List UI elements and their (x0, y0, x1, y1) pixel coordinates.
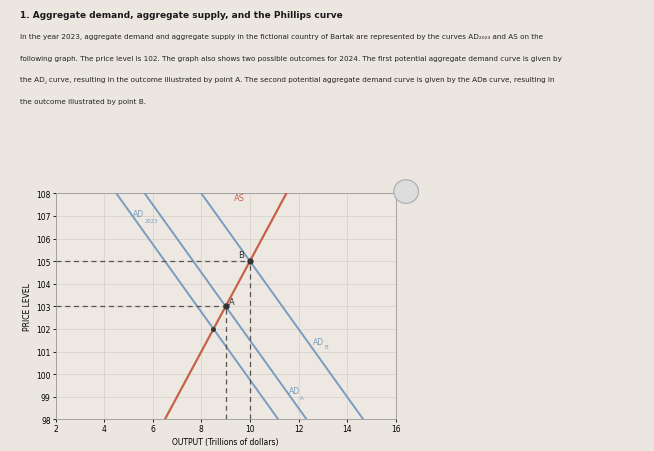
Text: ?: ? (403, 187, 409, 197)
Text: following graph. The price level is 102. The graph also shows two possible outco: following graph. The price level is 102.… (20, 55, 562, 61)
Text: the outcome illustrated by point B.: the outcome illustrated by point B. (20, 99, 146, 105)
Text: B: B (238, 251, 244, 259)
Text: A: A (300, 395, 303, 400)
Text: B: B (324, 345, 328, 350)
Text: A: A (230, 297, 235, 306)
Text: 1. Aggregate demand, aggregate supply, and the Phillips curve: 1. Aggregate demand, aggregate supply, a… (20, 11, 343, 20)
Text: AD: AD (313, 337, 324, 346)
Text: the AD⁁ curve, resulting in the outcome illustrated by point A. The second poten: the AD⁁ curve, resulting in the outcome … (20, 77, 554, 84)
Text: AD: AD (133, 210, 145, 218)
X-axis label: OUTPUT (Trillions of dollars): OUTPUT (Trillions of dollars) (173, 437, 279, 446)
Text: 2023: 2023 (145, 219, 158, 224)
Text: In the year 2023, aggregate demand and aggregate supply in the fictional country: In the year 2023, aggregate demand and a… (20, 34, 543, 40)
Text: AS: AS (234, 194, 245, 202)
Y-axis label: PRICE LEVEL: PRICE LEVEL (23, 283, 32, 331)
Text: AD: AD (289, 387, 300, 396)
Circle shape (394, 180, 419, 204)
